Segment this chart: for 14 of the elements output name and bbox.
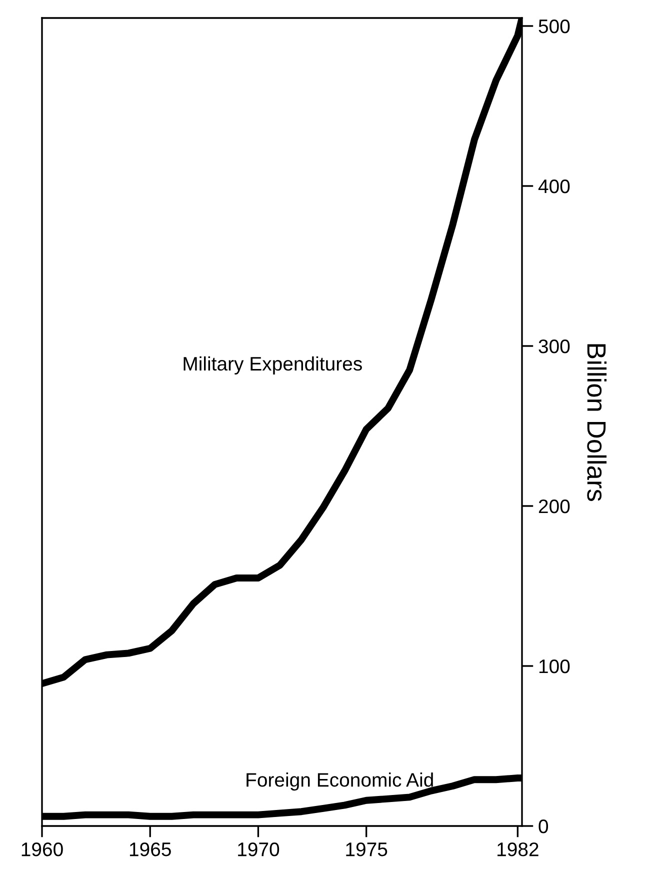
y-tick-label: 500 bbox=[538, 19, 570, 34]
x-tick-label: 1975 bbox=[346, 842, 388, 856]
x-tick-label: 1960 bbox=[22, 842, 63, 856]
y-tick-label: 100 bbox=[539, 659, 570, 674]
y-axis-title: Billion Dollars bbox=[587, 344, 607, 501]
x-tick-label: 1982 bbox=[498, 842, 538, 856]
y-tick-label: 300 bbox=[538, 339, 570, 354]
y-tick-label: 200 bbox=[538, 499, 570, 514]
text: Military Expenditures bbox=[184, 356, 362, 375]
series-label: Foreign Economic Aid bbox=[246, 772, 433, 791]
y-tick-label: 400 bbox=[538, 179, 570, 194]
x-tick-label: 1965 bbox=[130, 842, 171, 856]
y-tick-label: 0 bbox=[538, 819, 548, 834]
x-tick-label: 1970 bbox=[238, 842, 280, 856]
